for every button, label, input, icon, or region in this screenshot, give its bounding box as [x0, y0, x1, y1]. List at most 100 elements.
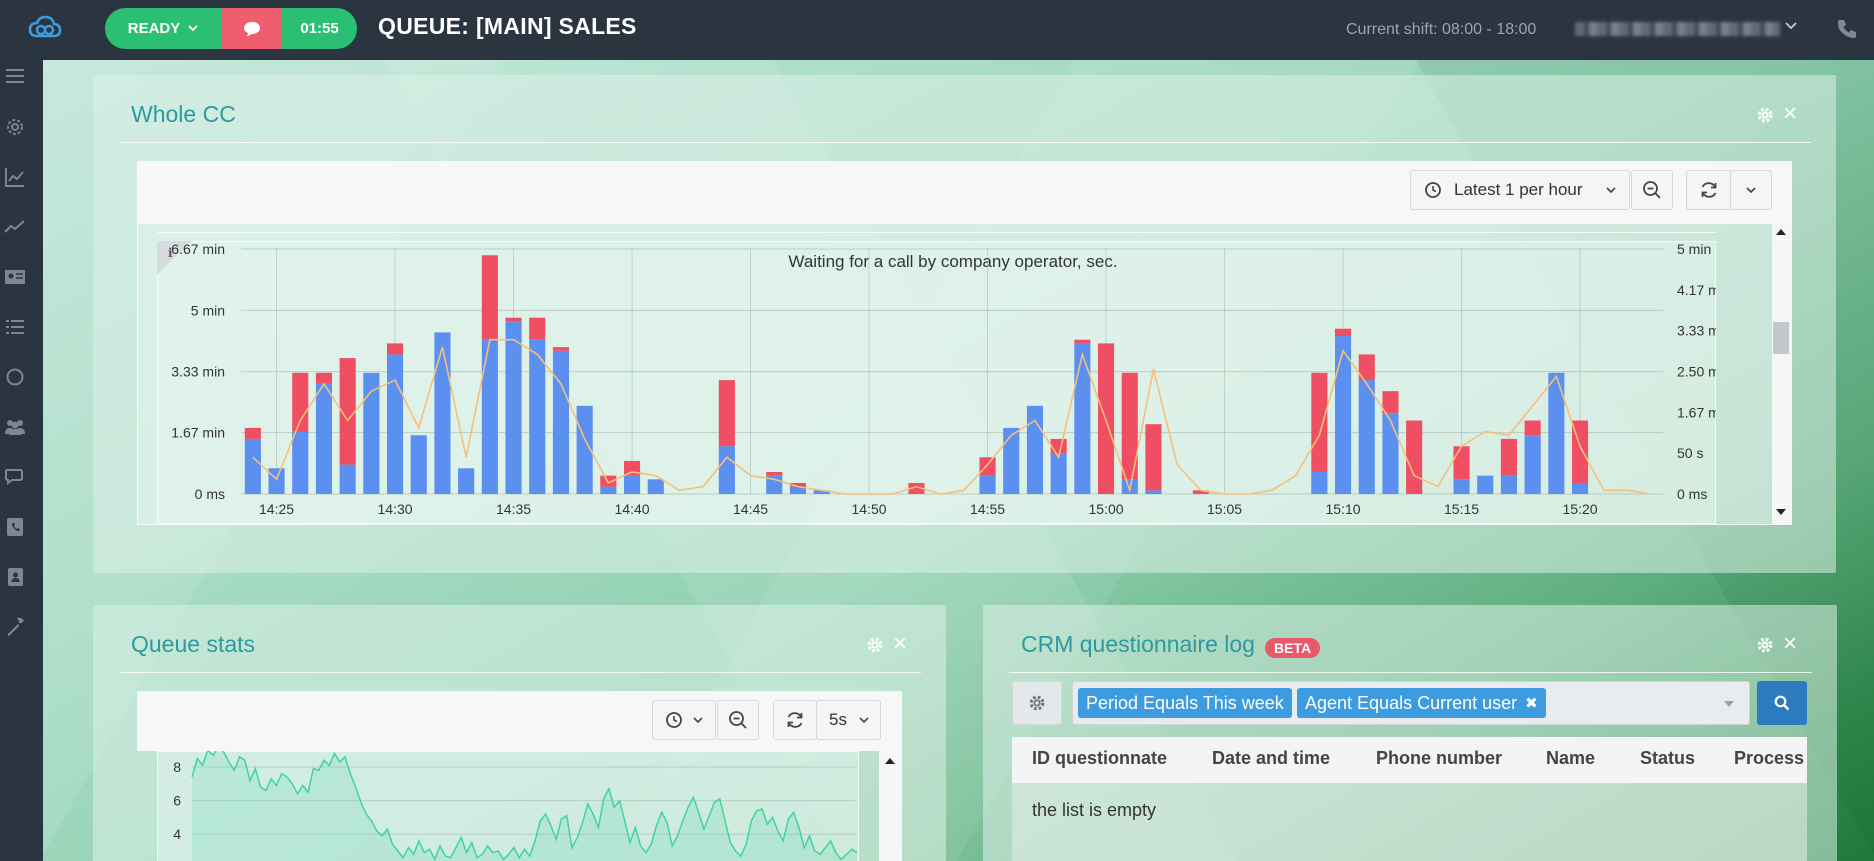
- contact-card-icon[interactable]: [3, 265, 27, 289]
- status-dropdown[interactable]: READY: [105, 8, 221, 49]
- y-tick-label: 0 ms: [195, 486, 225, 502]
- bar: [1050, 453, 1067, 494]
- cloud-logo-icon[interactable]: [28, 14, 62, 42]
- column-header-phone[interactable]: Phone number: [1376, 748, 1503, 768]
- y-tick-label: 6.67 min: [171, 241, 225, 257]
- column-header-process[interactable]: Process: [1734, 748, 1805, 768]
- x-tick-label: 14:50: [852, 501, 887, 517]
- close-icon[interactable]: ×: [1783, 630, 1798, 657]
- gear-icon: [1029, 695, 1045, 711]
- status-timer: 01:55: [282, 8, 357, 49]
- chart-title: Waiting for a call by company operator, …: [788, 252, 1117, 271]
- panel-divider: [1009, 672, 1812, 673]
- column-header-name[interactable]: Name: [1546, 748, 1596, 768]
- bar: [434, 332, 451, 494]
- y-tick-label: 3.33 min: [171, 364, 225, 380]
- bar: [481, 255, 498, 340]
- sidebar: [0, 60, 43, 861]
- x-tick-label: 15:10: [1326, 501, 1361, 517]
- bar: [647, 479, 664, 494]
- empty-list-message: the list is empty: [1032, 800, 1157, 820]
- period-dropdown[interactable]: [652, 700, 716, 740]
- filter-settings-button[interactable]: [1012, 681, 1062, 725]
- gear-icon[interactable]: [866, 636, 884, 654]
- menu-icon[interactable]: [3, 64, 27, 88]
- bar: [315, 383, 333, 494]
- chevron-down-icon: [859, 716, 869, 723]
- bar: [600, 475, 617, 487]
- bar: [1382, 391, 1399, 414]
- waiting-time-chart: i Waiting for a call by company operator…: [157, 241, 1716, 517]
- y-tick-label: 1.67 min: [1677, 404, 1716, 420]
- top-bar: READY 01:55 QUEUE: [MAIN] SALES Current …: [0, 0, 1874, 60]
- bar: [363, 372, 380, 494]
- address-book-icon[interactable]: [3, 565, 27, 589]
- chevron-down-icon: [693, 716, 703, 723]
- chevron-down-icon[interactable]: [1785, 22, 1797, 30]
- bar: [410, 435, 427, 494]
- clock-icon: [1425, 182, 1441, 198]
- refresh-button[interactable]: [1686, 170, 1731, 210]
- remove-filter-icon[interactable]: ✖: [1525, 695, 1538, 712]
- info-icon[interactable]: i: [168, 246, 173, 260]
- close-icon[interactable]: ×: [1783, 100, 1798, 127]
- status-label: READY: [127, 20, 181, 37]
- chart-grid: [192, 766, 857, 835]
- refresh-options-dropdown[interactable]: [1730, 170, 1772, 210]
- chevron-down-icon[interactable]: [1723, 700, 1735, 708]
- chart-scrollbar[interactable]: [1772, 223, 1792, 525]
- user-name-blurred[interactable]: [1575, 22, 1780, 36]
- scroll-up-icon[interactable]: [885, 757, 895, 765]
- y-axis-left: 0 ms 1.67 min 3.33 min 5 min 6.67 min: [171, 241, 225, 502]
- zoom-out-button[interactable]: [1631, 170, 1673, 210]
- trend-icon[interactable]: [3, 215, 27, 239]
- bar: [1382, 413, 1399, 494]
- refresh-button[interactable]: [773, 700, 817, 740]
- refresh-interval-dropdown[interactable]: 5s: [816, 700, 881, 740]
- y-tick-label: 4: [173, 826, 181, 842]
- settings-icon[interactable]: [3, 115, 27, 139]
- column-header-id[interactable]: ID questionnate: [1032, 748, 1168, 768]
- filter-tag-agent[interactable]: Agent Equals Current user ✖: [1297, 688, 1546, 718]
- phone-book-icon[interactable]: [3, 515, 27, 539]
- users-icon[interactable]: [3, 415, 27, 439]
- refresh-icon: [787, 712, 803, 728]
- column-header-date[interactable]: Date and time: [1212, 748, 1331, 768]
- list-icon[interactable]: [3, 315, 27, 339]
- y-tick-label: 50 s: [1677, 445, 1703, 461]
- wrench-icon[interactable]: [3, 615, 27, 639]
- chart-container: [157, 751, 859, 861]
- bar: [1050, 438, 1067, 454]
- panel-title: Whole CC: [131, 101, 236, 127]
- column-header-status[interactable]: Status: [1640, 748, 1696, 768]
- bar: [813, 490, 830, 494]
- phone-icon[interactable]: [1836, 18, 1858, 40]
- chart-scrollbar[interactable]: [879, 751, 902, 861]
- scroll-up-icon[interactable]: [1776, 228, 1786, 236]
- x-tick-label: 14:35: [496, 501, 531, 517]
- filter-tag-label: Period Equals This week: [1086, 692, 1284, 713]
- scroll-down-icon[interactable]: [1776, 508, 1786, 516]
- x-tick-label: 15:15: [1444, 501, 1479, 517]
- bar: [386, 354, 404, 494]
- series-line: [252, 338, 1652, 495]
- scrollbar-thumb[interactable]: [1773, 322, 1789, 354]
- beta-badge: BETA: [1265, 638, 1321, 658]
- bar: [1500, 438, 1518, 476]
- zoom-out-icon: [729, 711, 747, 729]
- circle-icon[interactable]: [3, 365, 27, 389]
- chat-status-button[interactable]: [221, 8, 282, 49]
- search-button[interactable]: [1757, 681, 1807, 725]
- bar: [1145, 490, 1162, 494]
- chat-icon[interactable]: [3, 465, 27, 489]
- filter-tag-period[interactable]: Period Equals This week: [1078, 688, 1292, 718]
- bar: [908, 482, 925, 494]
- period-dropdown[interactable]: Latest 1 per hour: [1410, 170, 1630, 210]
- gear-icon[interactable]: [1756, 636, 1774, 654]
- bar: [979, 457, 996, 476]
- close-icon[interactable]: ×: [893, 630, 908, 657]
- x-tick-label: 14:55: [970, 501, 1005, 517]
- gear-icon[interactable]: [1756, 106, 1774, 124]
- chart-icon[interactable]: [3, 165, 27, 189]
- zoom-out-button[interactable]: [717, 700, 759, 740]
